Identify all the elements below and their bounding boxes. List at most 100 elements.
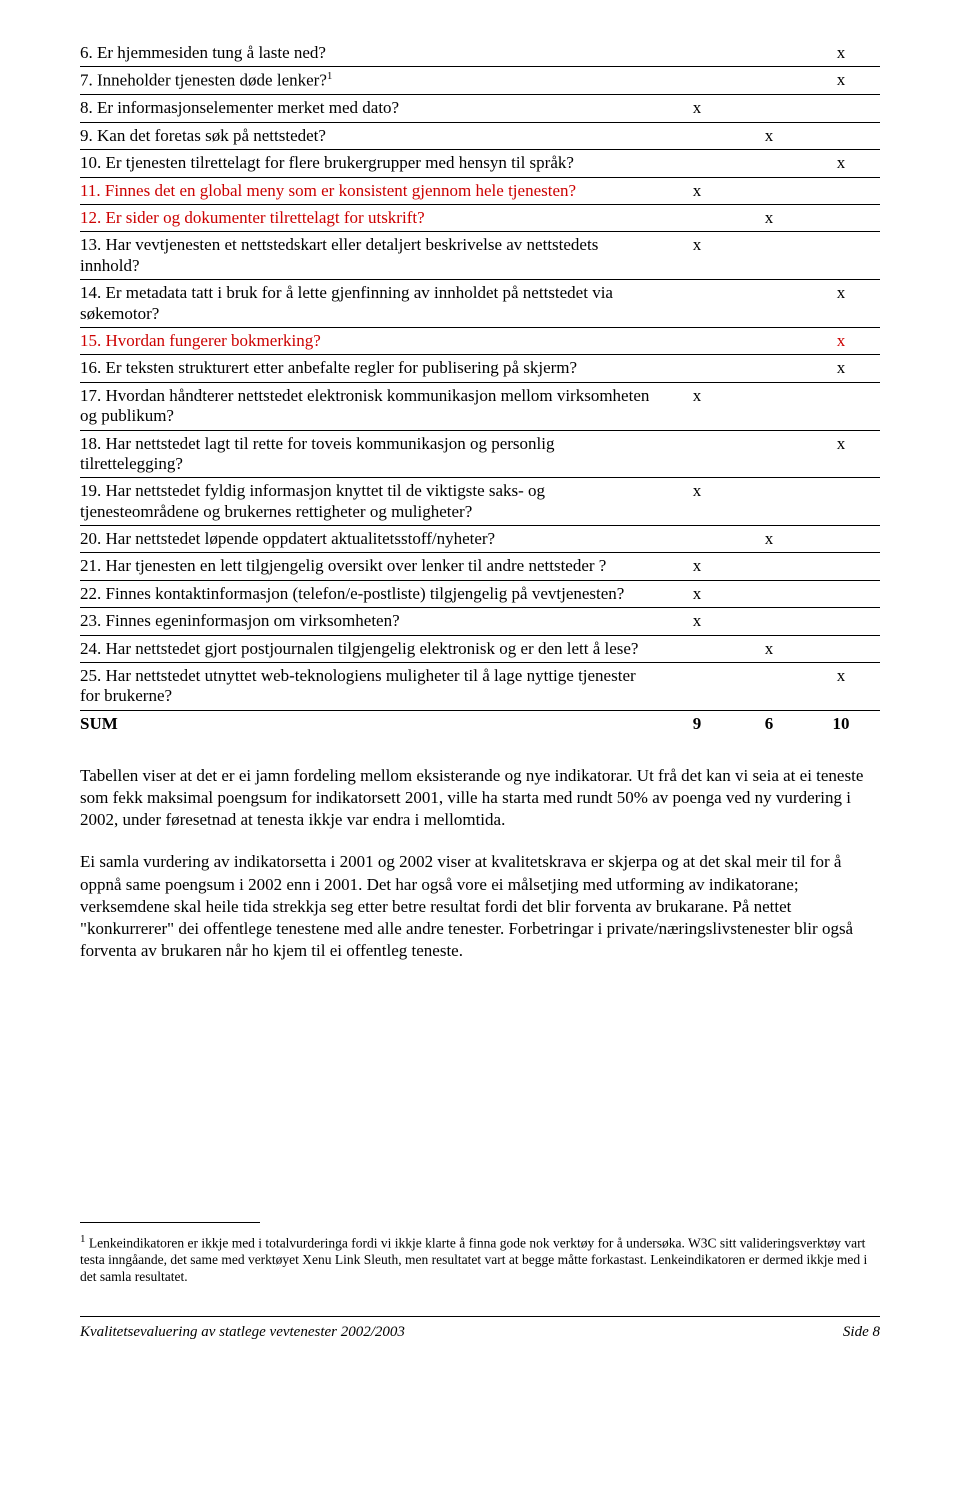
footer-separator: [80, 1316, 880, 1317]
mark-cell: [736, 95, 808, 122]
mark-cell: [808, 580, 880, 607]
mark-cell: [808, 177, 880, 204]
mark-cell: x: [664, 580, 736, 607]
question-cell: 25. Har nettstedet utnyttet web-teknolog…: [80, 663, 664, 711]
question-cell: 13. Har vevtjenesten et nettstedskart el…: [80, 232, 664, 280]
mark-cell: x: [664, 478, 736, 526]
mark-cell: x: [808, 355, 880, 382]
mark-cell: [736, 150, 808, 177]
table-row: 20. Har nettstedet løpende oppdatert akt…: [80, 526, 880, 553]
mark-cell: [664, 40, 736, 67]
mark-cell: [808, 526, 880, 553]
question-cell: 20. Har nettstedet løpende oppdatert akt…: [80, 526, 664, 553]
mark-cell: x: [736, 526, 808, 553]
table-row: 18. Har nettstedet lagt til rette for to…: [80, 430, 880, 478]
mark-cell: [736, 327, 808, 354]
mark-cell: [664, 635, 736, 662]
sum-row: SUM9610: [80, 710, 880, 737]
table-row: 6. Er hjemmesiden tung å laste ned? x: [80, 40, 880, 67]
mark-cell: x: [664, 553, 736, 580]
footnote-text: Lenkeindikatoren er ikkje med i totalvur…: [80, 1235, 867, 1284]
mark-cell: [664, 663, 736, 711]
mark-cell: x: [664, 177, 736, 204]
mark-cell: [736, 580, 808, 607]
table-row: 21. Har tjenesten en lett tilgjengelig o…: [80, 553, 880, 580]
mark-cell: [736, 177, 808, 204]
mark-cell: [808, 553, 880, 580]
question-cell: 16. Er teksten strukturert etter anbefal…: [80, 355, 664, 382]
question-cell: 21. Har tjenesten en lett tilgjengelig o…: [80, 553, 664, 580]
table-row: 8. Er informasjonselementer merket med d…: [80, 95, 880, 122]
paragraph-2: Ei samla vurdering av indikatorsetta i 2…: [80, 851, 880, 961]
sum-cell: 9: [664, 710, 736, 737]
mark-cell: x: [808, 430, 880, 478]
mark-cell: x: [808, 67, 880, 95]
mark-cell: [808, 95, 880, 122]
mark-cell: [808, 122, 880, 149]
mark-cell: [736, 232, 808, 280]
mark-cell: x: [736, 122, 808, 149]
footer-left: Kvalitetsevaluering av statlege vevtenes…: [80, 1323, 405, 1341]
mark-cell: [808, 635, 880, 662]
page-footer: Kvalitetsevaluering av statlege vevtenes…: [80, 1323, 880, 1341]
mark-cell: x: [808, 150, 880, 177]
footnote-separator: [80, 1222, 260, 1223]
table-row: 13. Har vevtjenesten et nettstedskart el…: [80, 232, 880, 280]
mark-cell: x: [808, 40, 880, 67]
question-cell: 9. Kan det foretas søk på nettstedet?: [80, 122, 664, 149]
mark-cell: [664, 280, 736, 328]
mark-cell: [664, 122, 736, 149]
mark-cell: [664, 526, 736, 553]
question-cell: 12. Er sider og dokumenter tilrettelagt …: [80, 205, 664, 232]
mark-cell: x: [664, 608, 736, 635]
mark-cell: [808, 478, 880, 526]
mark-cell: [664, 327, 736, 354]
table-row: 7. Inneholder tjenesten døde lenker?1x: [80, 67, 880, 95]
mark-cell: x: [808, 327, 880, 354]
sum-cell: 10: [808, 710, 880, 737]
question-cell: 15. Hvordan fungerer bokmerking?: [80, 327, 664, 354]
mark-cell: x: [664, 382, 736, 430]
indicator-table: 6. Er hjemmesiden tung å laste ned?x7. I…: [80, 40, 880, 737]
question-cell: 6. Er hjemmesiden tung å laste ned?: [80, 40, 664, 67]
table-row: 14. Er metadata tatt i bruk for å lette …: [80, 280, 880, 328]
mark-cell: [664, 67, 736, 95]
mark-cell: [736, 478, 808, 526]
mark-cell: [664, 355, 736, 382]
table-row: 16. Er teksten strukturert etter anbefal…: [80, 355, 880, 382]
mark-cell: [736, 430, 808, 478]
question-cell: 10. Er tjenesten tilrettelagt for flere …: [80, 150, 664, 177]
mark-cell: [736, 382, 808, 430]
question-cell: 22. Finnes kontaktinformasjon (telefon/e…: [80, 580, 664, 607]
sum-label: SUM: [80, 710, 664, 737]
table-row: 24. Har nettstedet gjort postjournalen t…: [80, 635, 880, 662]
question-cell: 18. Har nettstedet lagt til rette for to…: [80, 430, 664, 478]
question-cell: 14. Er metadata tatt i bruk for å lette …: [80, 280, 664, 328]
mark-cell: [664, 150, 736, 177]
mark-cell: [736, 608, 808, 635]
mark-cell: [808, 205, 880, 232]
mark-cell: [808, 232, 880, 280]
mark-cell: x: [664, 232, 736, 280]
mark-cell: [736, 67, 808, 95]
table-row: 23. Finnes egeninformasjon om virksomhet…: [80, 608, 880, 635]
mark-cell: [736, 40, 808, 67]
sum-cell: 6: [736, 710, 808, 737]
question-cell: 11. Finnes det en global meny som er kon…: [80, 177, 664, 204]
question-cell: 19. Har nettstedet fyldig informasjon kn…: [80, 478, 664, 526]
table-row: 22. Finnes kontaktinformasjon (telefon/e…: [80, 580, 880, 607]
mark-cell: [808, 382, 880, 430]
question-cell: 17. Hvordan håndterer nettstedet elektro…: [80, 382, 664, 430]
table-row: 10. Er tjenesten tilrettelagt for flere …: [80, 150, 880, 177]
table-row: 9. Kan det foretas søk på nettstedet? x: [80, 122, 880, 149]
mark-cell: [736, 663, 808, 711]
question-cell: 8. Er informasjonselementer merket med d…: [80, 95, 664, 122]
footer-right: Side 8: [843, 1323, 880, 1341]
question-cell: 24. Har nettstedet gjort postjournalen t…: [80, 635, 664, 662]
mark-cell: x: [736, 205, 808, 232]
mark-cell: [664, 205, 736, 232]
table-row: 25. Har nettstedet utnyttet web-teknolog…: [80, 663, 880, 711]
mark-cell: [808, 608, 880, 635]
paragraph-1: Tabellen viser at det er ei jamn fordeli…: [80, 765, 880, 831]
mark-cell: x: [808, 663, 880, 711]
